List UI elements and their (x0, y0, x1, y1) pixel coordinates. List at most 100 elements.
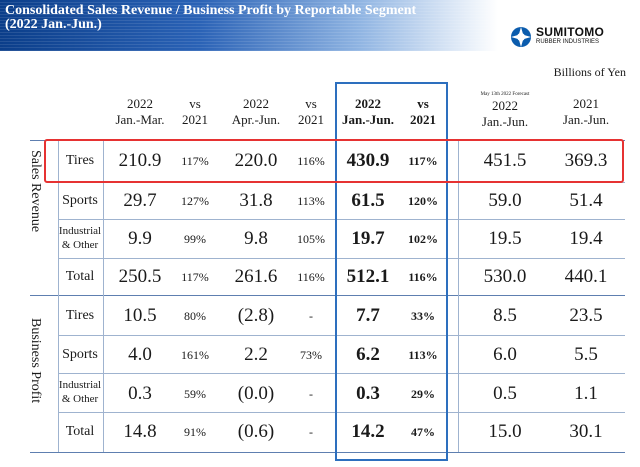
table-cell: 5.5 (574, 344, 598, 365)
section-rule (30, 295, 625, 296)
row-label-total: Total (65, 269, 95, 284)
row-label-line: Industrial (58, 379, 102, 391)
table-cell: 19.4 (569, 228, 603, 249)
table-cell: 117% (408, 154, 438, 168)
group-label-business-profit: Business Profit (28, 318, 43, 404)
table-cell: 1.1 (574, 383, 598, 404)
table-cell: (2.8) (237, 305, 275, 326)
row-rule (58, 219, 625, 220)
row-label-line: & Other (61, 393, 99, 405)
table-cell: - (309, 387, 313, 401)
banner-texture (0, 0, 498, 51)
table-cell: 117% (181, 154, 209, 168)
title-banner: Consolidated Sales Revenue / Business Pr… (0, 0, 498, 51)
table-cell: 0.3 (128, 383, 152, 404)
table-cell: 102% (408, 232, 438, 246)
table-cell: 51.4 (569, 190, 603, 211)
logo-wordmark: SUMITOMO (536, 25, 605, 39)
table-cell: 59.0 (488, 190, 522, 211)
header-line: 2022 (127, 96, 153, 111)
table-cell: 14.8 (123, 421, 157, 442)
table-cell: 19.7 (351, 228, 385, 249)
logo-mark-icon (511, 27, 531, 47)
table-cell: 19.5 (488, 228, 522, 249)
header: Consolidated Sales Revenue / Business Pr… (0, 0, 640, 55)
table-cell: 430.9 (346, 150, 390, 171)
table-cell: 512.1 (346, 266, 390, 287)
table-cell: 61.5 (351, 190, 385, 211)
table-cell: 127% (181, 194, 209, 208)
table-cell: 440.1 (564, 266, 608, 287)
bottom-rule (30, 452, 625, 453)
header-line: 2022 (355, 96, 381, 111)
table-cell: 261.6 (234, 266, 278, 287)
table-cell: 210.9 (118, 150, 162, 171)
table-cell: 120% (408, 194, 438, 208)
row-rule (58, 258, 625, 259)
table-cell: 220.0 (234, 150, 278, 171)
table-cell: 73% (300, 348, 322, 362)
table-cell: 15.0 (488, 421, 522, 442)
table-cell: 30.1 (569, 421, 603, 442)
forecast-divider (458, 140, 459, 452)
table-cell: 117% (181, 270, 209, 284)
header-line: Jan.-Jun. (341, 112, 395, 127)
row-label-sports: Sports (62, 193, 98, 208)
emphasis-box-tires (44, 139, 624, 183)
table-cell: 9.8 (244, 228, 268, 249)
header-2022-h1: 2022 Jan.-Jun. (337, 96, 399, 128)
table-cell: - (309, 309, 313, 323)
table-cell: 29% (411, 387, 435, 401)
row-label-line: Industrial (58, 225, 102, 237)
table-cell: 99% (184, 232, 206, 246)
row-label-tires: Tires (65, 308, 95, 323)
table-cell: 530.0 (483, 266, 527, 287)
label-divider (58, 140, 59, 452)
table-cell: 8.5 (493, 305, 517, 326)
header-line: 2021 (298, 112, 324, 127)
header-line: Jan.-Jun. (562, 112, 610, 127)
header-2021-h1: 2021 Jan.-Jun. (550, 96, 622, 128)
table-cell: 80% (184, 309, 206, 323)
header-2022-q2: 2022 Apr.-Jun. (222, 96, 290, 128)
table-cell: 0.5 (493, 383, 517, 404)
table-cell: 14.2 (351, 421, 385, 442)
page-title: Consolidated Sales Revenue / Business Pr… (5, 3, 417, 18)
header-vs-2021-q2: vs 2021 (288, 96, 334, 128)
row-label-sports: Sports (62, 347, 98, 362)
table-cell: 6.2 (356, 344, 380, 365)
table-cell: 161% (181, 348, 209, 362)
table-cell: 47% (411, 425, 435, 439)
table-cell: (0.6) (237, 421, 275, 442)
header-forecast: May 13th 2022 Forecast 2022 Jan.-Jun. (462, 92, 548, 130)
table-cell: 369.3 (564, 150, 608, 171)
header-line: 2022 (243, 96, 269, 111)
table-cell: 7.7 (356, 305, 380, 326)
row-label-industrial: Industrial & Other (45, 224, 115, 252)
row-rule (58, 373, 625, 374)
table-cell: 91% (184, 425, 206, 439)
row-label-line: & Other (61, 239, 99, 251)
row-label-industrial: Industrial & Other (45, 378, 115, 406)
page-subtitle: (2022 Jan.-Jun.) (5, 17, 102, 32)
table-cell: 2.2 (244, 344, 268, 365)
forecast-note: May 13th 2022 Forecast (480, 92, 530, 97)
table-cell: 116% (297, 154, 325, 168)
header-line: vs (305, 96, 317, 111)
table-cell: 59% (184, 387, 206, 401)
unit-label: Billions of Yen (553, 65, 626, 79)
table-cell: 116% (297, 270, 325, 284)
group-label-sales-revenue: Sales Revenue (28, 150, 43, 233)
label-divider (103, 140, 104, 452)
table-cell: 113% (297, 194, 325, 208)
table-cell: 250.5 (118, 266, 162, 287)
header-2022-q1: 2022 Jan.-Mar. (108, 96, 172, 128)
table-cell: 23.5 (569, 305, 603, 326)
table-cell: 4.0 (128, 344, 152, 365)
header-line: 2021 (573, 96, 599, 111)
row-rule (58, 412, 625, 413)
logo-subtext: RUBBER INDUSTRIES (536, 39, 600, 45)
header-line: 2022 (492, 98, 518, 113)
table-cell: 113% (408, 348, 438, 362)
table-cell: 29.7 (123, 190, 157, 211)
